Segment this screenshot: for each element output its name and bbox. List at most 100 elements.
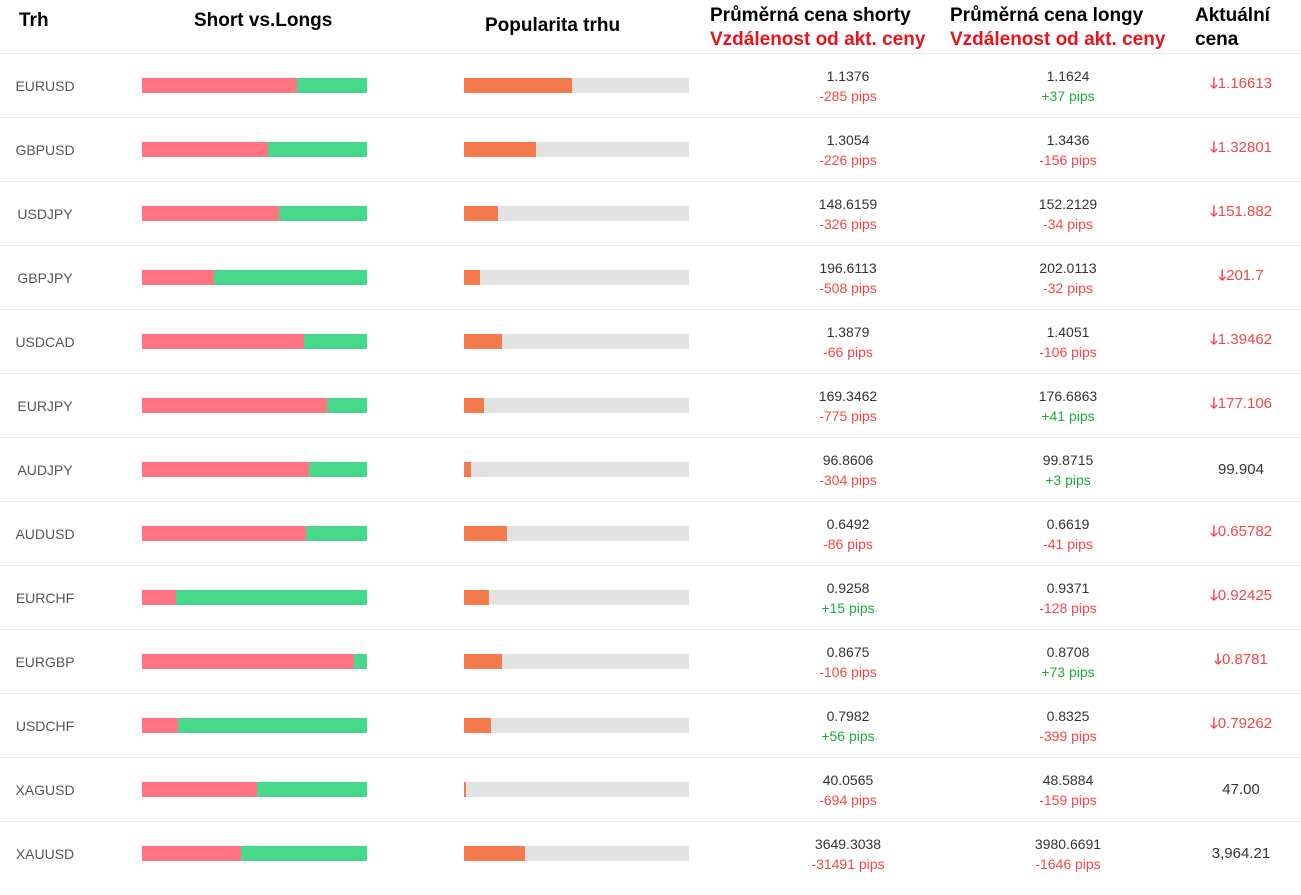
table-row[interactable]: GBPUSD 1.3054 -226 pips 1.3436 -156 pips 🡓… (0, 117, 1301, 181)
popularity-bar (464, 718, 689, 733)
symbol[interactable]: AUDJPY (17, 461, 73, 478)
table-row[interactable]: GBPJPY 196.6113 -508 pips 202.0113 -32 pip… (0, 245, 1301, 309)
long-price: 176.6863 (1038, 387, 1098, 404)
symbol[interactable]: GBPUSD (15, 141, 75, 158)
short-distance: -66 pips (823, 343, 873, 360)
short-segment (142, 398, 327, 413)
popularity-bar (464, 526, 689, 541)
table-row[interactable]: XAGUSD 40.0565 -694 pips 48.5884 -159 pips… (0, 757, 1301, 821)
short-segment (142, 590, 176, 605)
short-distance: -326 pips (819, 215, 877, 232)
short-distance: -304 pips (819, 471, 877, 488)
avg-short-cell: 0.7982 +56 pips (734, 694, 962, 757)
symbol[interactable]: EURJPY (17, 397, 73, 414)
current-price-cell: 🡓201.7 (1174, 246, 1301, 309)
short-segment (142, 142, 268, 157)
short-price: 0.7982 (826, 707, 870, 724)
arrow-down-icon: 🡓 (1209, 139, 1218, 156)
current-price: 3,964.21 (1211, 845, 1271, 862)
avg-long-cell: 48.5884 -159 pips (962, 758, 1174, 821)
current-price-cell: 🡓151.882 (1174, 182, 1301, 245)
header-avg-short: Průměrná cena shorty Vzdálenost od akt. c… (710, 4, 925, 52)
table-row[interactable]: EURGBP 0.8675 -106 pips 0.8708 +73 pips 🡓0… (0, 629, 1301, 693)
arrow-down-icon: 🡓 (1209, 75, 1218, 92)
short-price: 40.0565 (822, 771, 874, 788)
short-distance: -106 pips (819, 663, 877, 680)
current-price-cell: 🡓1.16613 (1174, 54, 1301, 117)
arrow-down-icon: 🡓 (1209, 203, 1218, 220)
long-price: 48.5884 (1042, 771, 1094, 788)
table-row[interactable]: USDCAD 1.3879 -66 pips 1.4051 -106 pips 🡓1… (0, 309, 1301, 373)
avg-long-cell: 0.8708 +73 pips (962, 630, 1174, 693)
table-row[interactable]: USDJPY 148.6159 -326 pips 152.2129 -34 pip… (0, 181, 1301, 245)
short-vs-long-bar (142, 590, 367, 605)
symbol[interactable]: EURGBP (15, 653, 75, 670)
long-segment (304, 334, 367, 349)
avg-short-cell: 148.6159 -326 pips (734, 182, 962, 245)
popularity-fill (464, 398, 485, 413)
popularity-bar (464, 846, 689, 861)
popularity-fill (464, 718, 491, 733)
short-vs-long-bar (142, 334, 367, 349)
symbol[interactable]: USDCAD (15, 333, 75, 350)
short-segment (142, 206, 280, 221)
avg-long-cell: 202.0113 -32 pips (962, 246, 1174, 309)
avg-long-cell: 1.3436 -156 pips (962, 118, 1174, 181)
table-row[interactable]: AUDUSD 0.6492 -86 pips 0.6619 -41 pips 🡓0.… (0, 501, 1301, 565)
avg-short-cell: 1.1376 -285 pips (734, 54, 962, 117)
popularity-bar (464, 590, 689, 605)
current-price: 177.106 (1217, 395, 1273, 412)
popularity-bar (464, 206, 689, 221)
table-row[interactable]: EURCHF 0.9258 +15 pips 0.9371 -128 pips 🡓0… (0, 565, 1301, 629)
short-vs-long-bar (142, 398, 367, 413)
long-price: 1.1624 (1046, 67, 1090, 84)
table-row[interactable]: USDCHF 0.7982 +56 pips 0.8325 -399 pips 🡓 0… (0, 693, 1301, 757)
popularity-fill (464, 270, 480, 285)
header-short-vs-longs: Short vs.Longs (194, 10, 333, 31)
symbol[interactable]: EURCHF (15, 589, 75, 606)
symbol[interactable]: GBPJPY (17, 269, 73, 286)
symbol[interactable]: AUDUSD (15, 525, 75, 542)
long-segment (268, 142, 367, 157)
symbol[interactable]: XAUUSD (15, 845, 75, 862)
symbol[interactable]: XAGUSD (15, 781, 75, 798)
table-row[interactable]: EURJPY 169.3462 -775 pips 176.6863 +41 pip… (0, 373, 1301, 437)
current-price-cell: 🡓177.106 (1174, 374, 1301, 437)
long-distance: -1646 pips (1035, 855, 1101, 872)
long-distance: -34 pips (1043, 215, 1093, 232)
table-row[interactable]: XAUUSD 3649.3038 -31491 pips 3980.6691 -16… (0, 821, 1301, 885)
avg-long-cell: 0.6619 -41 pips (962, 502, 1174, 565)
avg-short-cell: 0.6492 -86 pips (734, 502, 962, 565)
long-segment (279, 206, 367, 221)
short-price: 1.3879 (826, 323, 870, 340)
avg-long-cell: 1.1624 +37 pips (962, 54, 1174, 117)
avg-long-cell: 0.8325 -399 pips (962, 694, 1174, 757)
current-price: 201.7 (1226, 267, 1264, 284)
current-price-cell: 47.00 (1174, 758, 1301, 821)
short-price: 0.6492 (826, 515, 870, 532)
short-price: 3649.3038 (814, 835, 882, 852)
avg-short-cell: 96.8606 -304 pips (734, 438, 962, 501)
short-vs-long-bar (142, 78, 367, 93)
symbol[interactable]: USDCHF (15, 717, 75, 734)
symbol[interactable]: EURUSD (15, 77, 75, 94)
long-price: 99.8715 (1042, 451, 1094, 468)
header-distance-long: Vzdálenost od akt. ceny (950, 29, 1166, 50)
header-avg-long: Průměrná cena longy Vzdálenost od akt. ce… (950, 4, 1165, 52)
arrow-down-icon: 🡓 (1209, 715, 1218, 732)
symbol[interactable]: USDJPY (17, 205, 73, 222)
short-distance: -31491 pips (811, 855, 885, 872)
table-row[interactable]: EURUSD 1.1376 -285 pips 1.1624 +37 pips 🡓1… (0, 53, 1301, 117)
header-market: Trh (19, 10, 49, 31)
current-price: 0.92425 (1217, 587, 1273, 604)
avg-short-cell: 3649.3038 -31491 pips (734, 822, 962, 885)
table-row[interactable]: AUDJPY 96.8606 -304 pips 99.8715 +3 pips 9… (0, 437, 1301, 501)
long-distance: +73 pips (1041, 663, 1095, 680)
short-segment (142, 334, 304, 349)
popularity-fill (464, 846, 525, 861)
arrow-down-icon: 🡓 (1209, 395, 1218, 412)
short-distance: +56 pips (821, 727, 875, 744)
current-price-cell: 3,964.21 (1174, 822, 1301, 885)
popularity-bar (464, 462, 689, 477)
short-vs-long-bar (142, 142, 367, 157)
